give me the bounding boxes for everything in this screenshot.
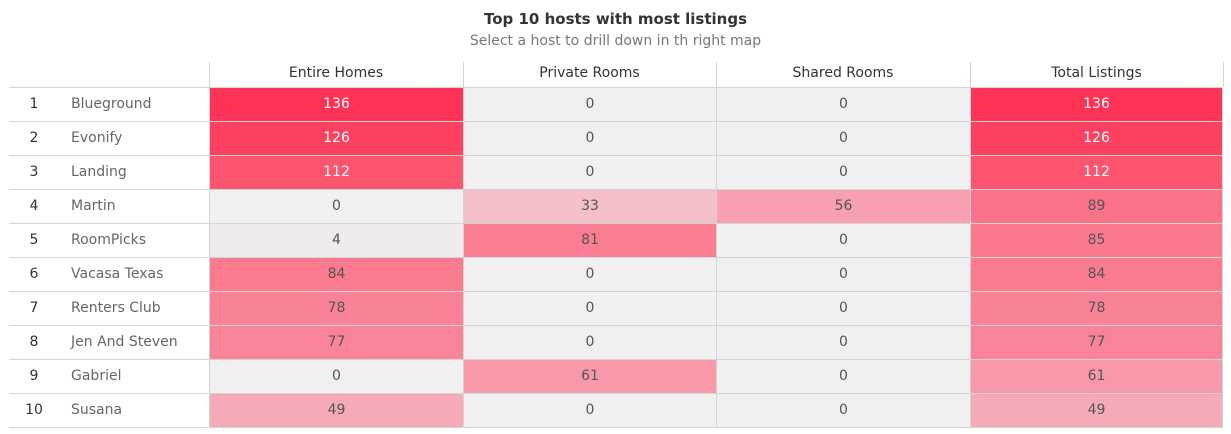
value-cell-entire-homes[interactable]: 84: [209, 258, 463, 291]
header-separator: [716, 62, 717, 87]
table-row[interactable]: 5 RoomPicks 4 81 0 85: [9, 224, 1223, 258]
value-cell-shared-rooms[interactable]: 0: [716, 224, 970, 257]
column-header-entire-homes[interactable]: Entire Homes: [288, 65, 384, 81]
value-cell-entire-homes[interactable]: 126: [209, 122, 463, 155]
value-cell-total-listings[interactable]: 84: [970, 258, 1223, 291]
row-rank: 5: [29, 232, 39, 248]
value-cell-shared-rooms[interactable]: 0: [716, 292, 970, 325]
value-cell-shared-rooms[interactable]: 56: [716, 190, 970, 223]
header-separator: [1223, 62, 1224, 87]
row-rank: 2: [29, 130, 39, 146]
value-cell-shared-rooms[interactable]: 0: [716, 88, 970, 121]
row-rank: 10: [25, 402, 43, 418]
table-row[interactable]: 4 Martin 0 33 56 89: [9, 190, 1223, 224]
value-cell-total-listings[interactable]: 61: [970, 360, 1223, 393]
table-row[interactable]: 10 Susana 49 0 0 49: [9, 394, 1223, 428]
header-separator: [970, 62, 971, 87]
value-cell-entire-homes[interactable]: 78: [209, 292, 463, 325]
column-header-total-listings[interactable]: Total Listings: [1051, 65, 1142, 81]
value-cell-private-rooms[interactable]: 81: [463, 224, 716, 257]
value-cell-total-listings[interactable]: 78: [970, 292, 1223, 325]
table-row[interactable]: 8 Jen And Steven 77 0 0 77: [9, 326, 1223, 360]
value-cell-private-rooms[interactable]: 0: [463, 258, 716, 291]
row-rank: 8: [29, 334, 39, 350]
row-rank: 6: [29, 266, 39, 282]
value-cell-entire-homes[interactable]: 4: [209, 224, 463, 257]
value-cell-total-listings[interactable]: 49: [970, 394, 1223, 427]
row-host-name[interactable]: Evonify: [71, 130, 123, 146]
value-cell-entire-homes[interactable]: 0: [209, 360, 463, 393]
row-host-name[interactable]: Vacasa Texas: [71, 266, 164, 282]
value-cell-shared-rooms[interactable]: 0: [716, 156, 970, 189]
column-header-shared-rooms[interactable]: Shared Rooms: [792, 65, 894, 81]
value-cell-total-listings[interactable]: 136: [970, 88, 1223, 121]
row-rank: 4: [29, 198, 39, 214]
value-cell-shared-rooms[interactable]: 0: [716, 326, 970, 359]
row-host-name[interactable]: Blueground: [71, 96, 152, 112]
value-cell-entire-homes[interactable]: 0: [209, 190, 463, 223]
chart-subtitle: Select a host to drill down in th right …: [469, 33, 762, 49]
table-row[interactable]: 7 Renters Club 78 0 0 78: [9, 292, 1223, 326]
row-host-name[interactable]: Jen And Steven: [71, 334, 178, 350]
table-row[interactable]: 1 Blueground 136 0 0 136: [9, 88, 1223, 122]
table-row[interactable]: 2 Evonify 126 0 0 126: [9, 122, 1223, 156]
row-host-name[interactable]: Renters Club: [71, 300, 161, 316]
value-cell-entire-homes[interactable]: 112: [209, 156, 463, 189]
value-cell-entire-homes[interactable]: 77: [209, 326, 463, 359]
value-cell-private-rooms[interactable]: 0: [463, 122, 716, 155]
value-cell-private-rooms[interactable]: 33: [463, 190, 716, 223]
row-host-name[interactable]: Martin: [71, 198, 116, 214]
column-header-private-rooms[interactable]: Private Rooms: [539, 65, 640, 81]
value-cell-total-listings[interactable]: 89: [970, 190, 1223, 223]
value-cell-private-rooms[interactable]: 0: [463, 292, 716, 325]
header-separator: [463, 62, 464, 87]
value-cell-shared-rooms[interactable]: 0: [716, 258, 970, 291]
table-row[interactable]: 9 Gabriel 0 61 0 61: [9, 360, 1223, 394]
table-row[interactable]: 3 Landing 112 0 0 112: [9, 156, 1223, 190]
value-cell-shared-rooms[interactable]: 0: [716, 122, 970, 155]
table-row[interactable]: 6 Vacasa Texas 84 0 0 84: [9, 258, 1223, 292]
value-cell-total-listings[interactable]: 85: [970, 224, 1223, 257]
value-cell-private-rooms[interactable]: 61: [463, 360, 716, 393]
value-cell-total-listings[interactable]: 126: [970, 122, 1223, 155]
row-rank: 3: [29, 164, 39, 180]
value-cell-total-listings[interactable]: 112: [970, 156, 1223, 189]
value-cell-total-listings[interactable]: 77: [970, 326, 1223, 359]
row-rank: 9: [29, 368, 39, 384]
row-rank: 7: [29, 300, 39, 316]
row-host-name[interactable]: RoomPicks: [71, 232, 146, 248]
row-host-name[interactable]: Landing: [71, 164, 127, 180]
value-cell-entire-homes[interactable]: 136: [209, 88, 463, 121]
table-top-border: [9, 87, 1223, 88]
value-cell-private-rooms[interactable]: 0: [463, 156, 716, 189]
chart-title: Top 10 hosts with most listings: [483, 10, 748, 28]
value-cell-private-rooms[interactable]: 0: [463, 394, 716, 427]
value-cell-private-rooms[interactable]: 0: [463, 326, 716, 359]
value-cell-shared-rooms[interactable]: 0: [716, 360, 970, 393]
row-host-name[interactable]: Susana: [71, 402, 123, 418]
row-rank: 1: [29, 96, 39, 112]
header-separator: [209, 62, 210, 87]
row-host-name[interactable]: Gabriel: [71, 368, 122, 384]
value-cell-private-rooms[interactable]: 0: [463, 88, 716, 121]
value-cell-entire-homes[interactable]: 49: [209, 394, 463, 427]
value-cell-shared-rooms[interactable]: 0: [716, 394, 970, 427]
